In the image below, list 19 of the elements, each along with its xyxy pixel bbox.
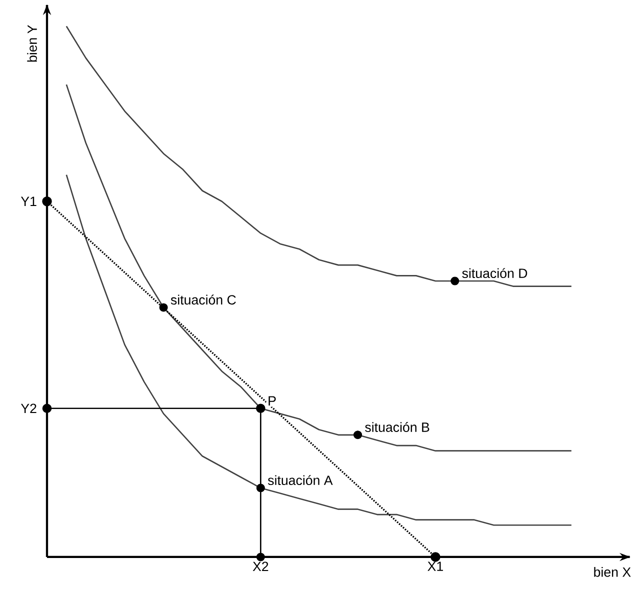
point — [42, 404, 52, 414]
point — [256, 484, 265, 492]
point — [256, 552, 265, 562]
series-label: P — [268, 396, 276, 406]
series-label: situación D — [462, 268, 528, 278]
series-label: Y1 — [20, 196, 36, 206]
y-axis-title: bien Y — [27, 25, 37, 62]
x-tick-label: X2 — [252, 562, 268, 572]
point — [42, 196, 52, 206]
series-label: Y2 — [20, 404, 36, 414]
point — [450, 276, 460, 286]
series-label: situación C — [170, 294, 236, 305]
point — [353, 430, 362, 440]
series-label: situación B — [365, 422, 430, 432]
series-label: situación A — [268, 475, 333, 486]
x-axis-title: bien X — [594, 567, 631, 577]
x-tick-label: X1 — [428, 562, 443, 571]
point — [430, 552, 440, 562]
point — [159, 303, 168, 312]
